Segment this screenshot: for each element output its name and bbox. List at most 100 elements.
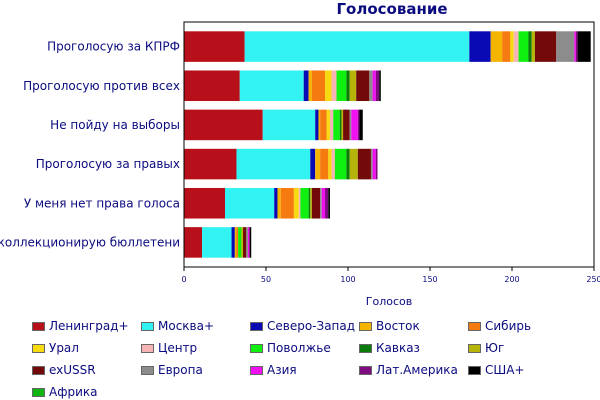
- legend-swatch: [141, 365, 154, 375]
- category-label: Я коллекционирую бюллетени: [0, 235, 180, 249]
- legend-swatch: [32, 365, 45, 375]
- x-axis-ticks: 0 50 100 150 200 250: [181, 267, 600, 284]
- legend-label: Северо-Запад: [267, 319, 356, 333]
- legend: Ленинград+ Москва+ Северо-Запад Восток Сибир…: [0, 316, 600, 400]
- bar-segment: [346, 148, 350, 180]
- bar-segment: [333, 109, 340, 141]
- legend-item: exUSSR: [32, 362, 96, 378]
- bar-segment: [356, 70, 370, 102]
- bar-segment: [315, 148, 321, 180]
- x-tick-label: 200: [504, 275, 519, 284]
- legend-swatch: [359, 343, 372, 353]
- legend-swatch: [32, 321, 45, 331]
- bar-segment: [184, 70, 240, 102]
- legend-swatch: [468, 365, 481, 375]
- bar-segment: [293, 187, 299, 219]
- legend-item: Урал: [32, 340, 79, 356]
- bar-segment: [518, 31, 529, 62]
- bar-segment: [298, 187, 301, 219]
- legend-label: Кавказ: [376, 341, 420, 355]
- bar-segment: [308, 187, 311, 219]
- category-label: У меня нет права голоса: [24, 196, 180, 210]
- bar-segment: [277, 187, 281, 219]
- legend-swatch: [250, 321, 263, 331]
- bar-segment: [310, 187, 312, 219]
- legend-item: Восток: [359, 318, 420, 334]
- legend-label: США+: [485, 363, 525, 377]
- legend-item: Центр: [141, 340, 197, 356]
- legend-label: Москва+: [158, 319, 215, 333]
- bar-segment: [341, 109, 344, 141]
- legend-label: Сибирь: [485, 319, 532, 333]
- bar-segment: [303, 70, 309, 102]
- bar-segment: [311, 70, 326, 102]
- legend-label: exUSSR: [49, 363, 96, 377]
- bar-segment: [577, 31, 591, 62]
- x-tick-label: 100: [340, 275, 355, 284]
- bar-segment: [328, 148, 332, 180]
- legend-label: Европа: [158, 363, 203, 377]
- legend-label: Азия: [267, 363, 297, 377]
- bar-segment: [325, 70, 332, 102]
- x-tick-label: 0: [181, 275, 186, 284]
- bar-segment: [331, 70, 337, 102]
- category-label: Проголосую за КПРФ: [47, 40, 180, 54]
- legend-swatch: [250, 343, 263, 353]
- bars-group: [184, 31, 591, 258]
- legend-item: Сибирь: [468, 318, 531, 334]
- bar-segment: [239, 70, 304, 102]
- legend-swatch: [250, 365, 263, 375]
- bar-segment: [311, 187, 321, 219]
- bar-segment: [225, 187, 275, 219]
- bar-segment: [321, 187, 326, 219]
- x-tick-label: 150: [422, 275, 437, 284]
- bar-segment: [336, 70, 347, 102]
- legend-item: Лат.Америка: [359, 362, 458, 378]
- bar-segment: [328, 187, 330, 219]
- bar-segment: [300, 187, 309, 219]
- bar-segment: [325, 187, 329, 219]
- bar-segment: [502, 31, 511, 62]
- legend-item: Европа: [141, 362, 203, 378]
- bar-segment: [320, 187, 322, 219]
- bar-segment: [469, 31, 491, 62]
- bar-segment: [556, 31, 575, 62]
- legend-item: США+: [468, 362, 524, 378]
- bar-segment: [343, 109, 350, 141]
- legend-label: Поволжье: [267, 341, 331, 355]
- bar-segment: [349, 70, 357, 102]
- bar-segment: [357, 109, 360, 141]
- legend-swatch: [468, 343, 481, 353]
- bar-segment: [238, 227, 242, 258]
- bar-segment: [357, 148, 371, 180]
- bar-segment: [334, 148, 347, 180]
- bar-segment: [318, 109, 321, 141]
- bar-segment: [326, 109, 330, 141]
- legend-label: Центр: [158, 341, 198, 355]
- legend-item: Юг: [468, 340, 504, 356]
- bar-segment: [575, 31, 578, 62]
- category-labels: Проголосую за КПРФ Проголосую против всех…: [0, 40, 180, 250]
- bar-segment: [243, 227, 247, 258]
- bar-segment: [331, 148, 335, 180]
- bar-segment: [202, 227, 232, 258]
- legend-item: Азия: [250, 362, 297, 378]
- bar-segment: [184, 187, 225, 219]
- legend-item: Африка: [32, 384, 98, 400]
- bar-segment: [370, 148, 373, 180]
- stacked-bar-chart: Голосование Проголосую за КПРФПроголосую…: [0, 0, 600, 308]
- legend-label: Африка: [49, 385, 98, 399]
- bar-segment: [349, 109, 352, 141]
- legend-swatch: [32, 387, 45, 397]
- bar-segment: [249, 227, 252, 258]
- legend-label: Юг: [485, 341, 505, 355]
- legend-item: Ленинград+: [32, 318, 129, 334]
- bar-segment: [369, 70, 373, 102]
- bar-segment: [184, 109, 263, 141]
- bar-segment: [534, 31, 557, 62]
- bar-segment: [528, 31, 532, 62]
- bar-segment: [184, 227, 203, 258]
- legend-swatch: [468, 321, 481, 331]
- legend-label: Урал: [49, 341, 79, 355]
- bar-segment: [531, 31, 535, 62]
